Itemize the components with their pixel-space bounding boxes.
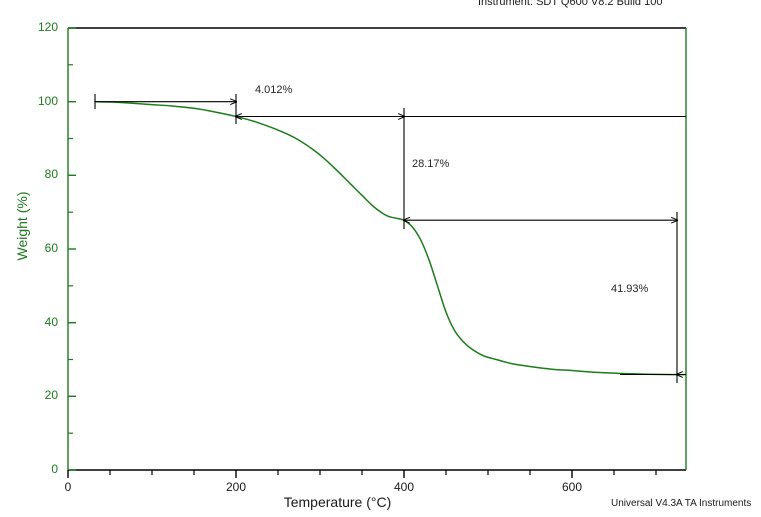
annotation-4012 [94, 94, 686, 124]
y-tick-label-0: 0 [51, 462, 58, 476]
y-tick-label-60: 60 [44, 241, 58, 255]
x-axis-title-text: Temperature (°C) [283, 494, 392, 510]
x-minor-ticks [109, 470, 657, 475]
y-major-ticks [68, 27, 76, 471]
annotation-label-4012: 4.012% [255, 84, 293, 96]
x-tick-label-200: 200 [225, 480, 247, 494]
annotation-label-2817: 28.17% [412, 158, 450, 170]
x-major-ticks [67, 470, 573, 478]
tga-weight-curve [94, 100, 687, 376]
footer-credit: Universal V4.3A TA Instruments [611, 498, 752, 509]
y-minor-ticks [68, 64, 73, 434]
x-tick-label-600: 600 [561, 480, 583, 494]
y-tick-label-20: 20 [44, 388, 58, 402]
instrument-header: Instrument: SDT Q600 V8.2 Build 100 [478, 0, 663, 8]
y-tick-label-120: 120 [37, 20, 58, 34]
x-axis-title: Temperature (°C) [0, 494, 761, 510]
y-tick-label-80: 80 [44, 167, 58, 181]
annotation-2817 [404, 108, 677, 229]
x-tick-label-400: 400 [393, 480, 415, 494]
y-tick-label-100: 100 [37, 94, 58, 108]
x-tick-label-0: 0 [64, 480, 72, 494]
y-tick-label-40: 40 [44, 315, 58, 329]
annotation-4193 [620, 212, 686, 383]
annotation-label-4193: 41.93% [611, 283, 649, 295]
y-axis-title: Weight (%) [14, 191, 30, 261]
